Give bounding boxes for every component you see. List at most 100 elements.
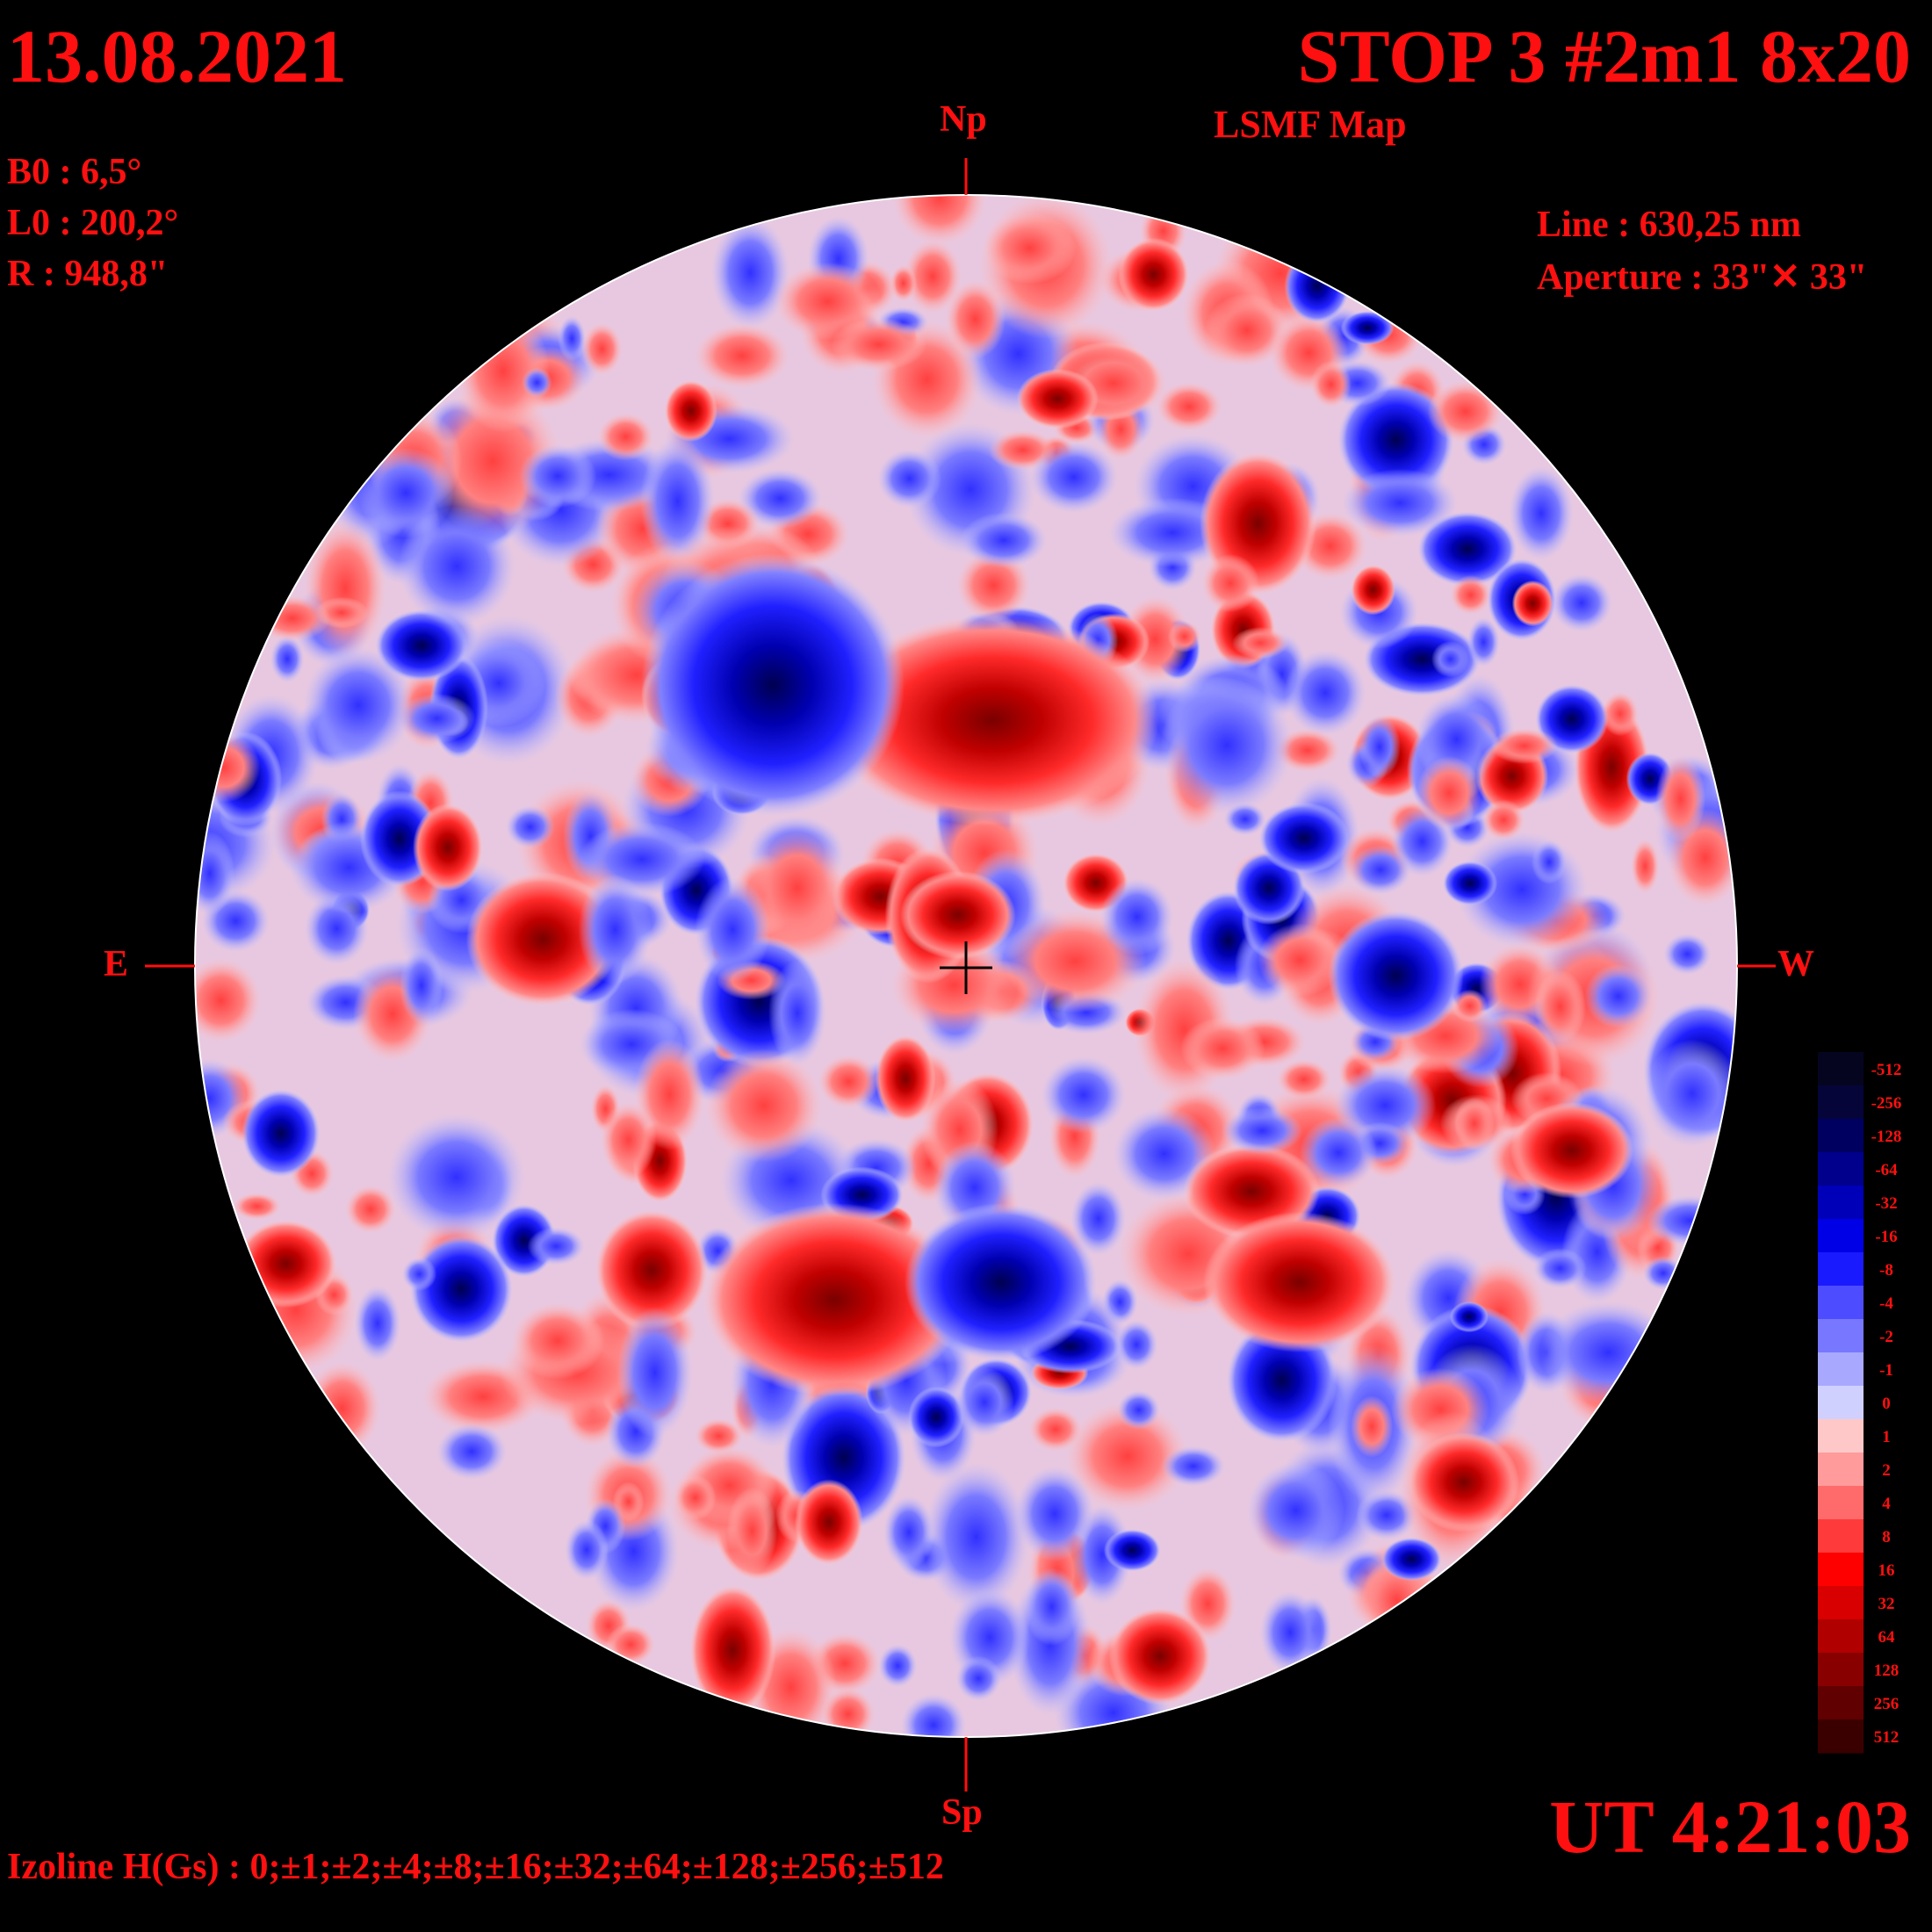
field-blob (883, 1495, 934, 1570)
colorbar-label: 128 (1874, 1662, 1900, 1680)
field-blob (354, 1285, 401, 1362)
field-blob (565, 1519, 609, 1581)
field-blob (1100, 877, 1174, 956)
colorbar-swatch (1818, 1119, 1864, 1153)
solar-disc (195, 195, 1737, 1737)
colorbar-swatch (1818, 1386, 1864, 1420)
field-blob (1417, 511, 1517, 587)
field-blob (1644, 1039, 1737, 1148)
active-region-positive-south (703, 1203, 966, 1396)
field-blob (640, 436, 715, 566)
field-blob (581, 322, 623, 376)
colorbar-swatch (1818, 1286, 1864, 1320)
field-blob (1065, 1401, 1189, 1511)
izoline-legend: Izoline H(Gs) : 0;±1;±2;±4;±8;±16;±32;±6… (7, 1847, 944, 1887)
colorbar-label: -128 (1871, 1128, 1902, 1146)
field-blob (694, 322, 790, 389)
observation-date: 13.08.2021 (7, 14, 347, 98)
colorbar-swatch (1818, 1619, 1864, 1654)
field-blob (923, 1461, 1029, 1612)
field-blob (818, 1054, 880, 1109)
field-blob (1452, 989, 1489, 1023)
b0-parameter: B0 : 6,5° (7, 152, 142, 192)
field-blob (1156, 382, 1222, 432)
colorbar-swatch (1818, 1586, 1864, 1620)
colorbar-label: 32 (1878, 1595, 1895, 1613)
line-parameter: Line : 630,25 nm (1537, 205, 1802, 245)
field-blob (1161, 1445, 1226, 1487)
field-blob (1427, 379, 1504, 443)
north-pole-label: Np (940, 99, 987, 140)
south-pole-label: Sp (941, 1792, 983, 1833)
field-blob (1284, 249, 1351, 324)
field-blob (1340, 310, 1395, 345)
radius-parameter: R : 948,8" (7, 254, 169, 294)
field-blob (1630, 838, 1660, 895)
field-blob (254, 595, 331, 642)
field-blob (1431, 641, 1470, 678)
field-blob (1014, 1466, 1095, 1562)
field-blob (1450, 574, 1492, 616)
active-region-negative-south (905, 1203, 1098, 1361)
field-blob (726, 1487, 778, 1575)
colorbar-swatch (1818, 1719, 1864, 1754)
field-blob (892, 195, 987, 246)
field-blob (1351, 565, 1396, 616)
active-region-positive-north (825, 615, 1159, 825)
field-blob (344, 1185, 396, 1234)
field-blob (1453, 1097, 1495, 1150)
colorbar-swatch (1818, 1453, 1864, 1487)
field-blob (899, 870, 1016, 960)
colorbar-swatch (1818, 1519, 1864, 1554)
field-blob (955, 1367, 1014, 1438)
field-blob (1160, 674, 1294, 816)
colorbar-label: -32 (1875, 1194, 1897, 1213)
field-blob (945, 279, 1006, 359)
colorbar-label: -2 (1879, 1328, 1893, 1346)
colorbar-label: 1 (1882, 1428, 1891, 1446)
field-blob (1104, 1529, 1161, 1572)
aperture-parameter: Aperture : 33"✕ 33" (1537, 257, 1868, 298)
field-blob (465, 871, 620, 1007)
field-blob (1508, 465, 1574, 561)
field-blob (1646, 1195, 1734, 1246)
field-blob (1481, 799, 1525, 840)
field-blob (234, 1219, 337, 1308)
field-blob (242, 1089, 321, 1178)
field-blob (1232, 626, 1289, 660)
field-blob (877, 449, 942, 508)
field-blob (1258, 802, 1350, 875)
field-blob (1535, 684, 1609, 754)
field-blob (710, 216, 790, 329)
field-blob (578, 874, 652, 984)
field-blob (1016, 368, 1099, 429)
colorbar-swatch (1818, 1219, 1864, 1253)
field-blob (1358, 715, 1401, 779)
center-crosshair (940, 941, 992, 994)
colorbar-label: 4 (1882, 1495, 1891, 1513)
field-blob (900, 1693, 967, 1737)
field-blob (1341, 468, 1459, 537)
field-blob (409, 1235, 513, 1344)
field-blob (600, 1101, 657, 1179)
field-blob (1041, 1056, 1127, 1134)
field-blob (1511, 580, 1554, 627)
colorbar-swatch (1818, 1419, 1864, 1453)
field-blob (820, 1687, 876, 1737)
field-blob (375, 609, 468, 681)
field-blob (738, 468, 822, 530)
colorbar-label: 0 (1882, 1395, 1891, 1413)
colorbar-swatch (1818, 1052, 1864, 1086)
field-blob (1284, 649, 1366, 736)
colorbar: -512 -256 -128 -64 -32 -16 -8 -4 -2 -1 0 1 2 4 8 16 32 64… (1818, 1052, 1901, 1754)
colorbar-label: -1 (1879, 1361, 1893, 1380)
field-blob (768, 960, 826, 1066)
colorbar-label: 64 (1878, 1628, 1896, 1647)
field-blob (527, 1227, 585, 1265)
field-blob (1204, 293, 1289, 367)
field-blob (195, 957, 262, 1043)
field-blob (903, 239, 962, 314)
field-blob (1337, 382, 1455, 498)
field-blob (1071, 1181, 1127, 1256)
